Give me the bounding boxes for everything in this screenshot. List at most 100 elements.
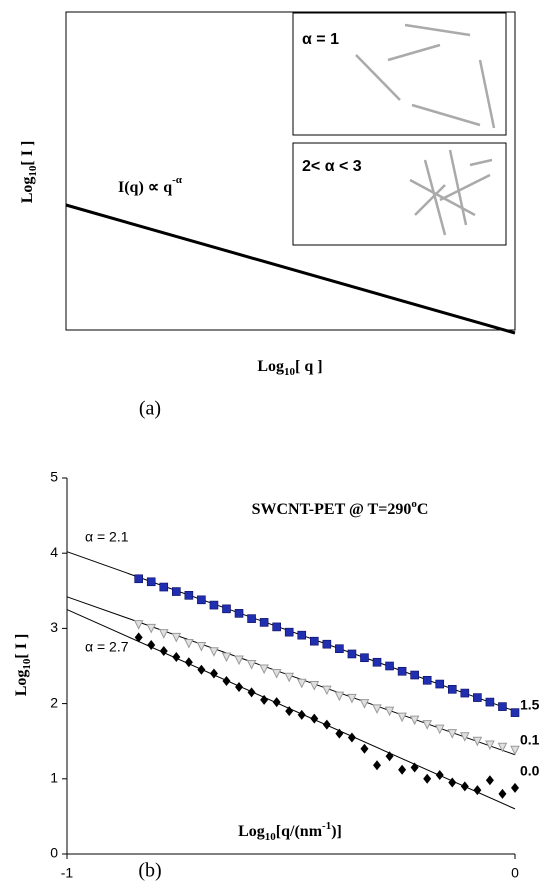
- x-axis-label: Log10[q/(nm-1)]: [238, 820, 342, 843]
- point: [385, 751, 394, 762]
- point: [296, 678, 307, 689]
- point: [510, 708, 520, 717]
- title-part: SWCNT-PET @ T=290: [252, 501, 412, 518]
- point: [373, 760, 382, 771]
- label-sub: 10: [284, 366, 296, 378]
- point: [397, 666, 407, 676]
- point: [259, 664, 269, 675]
- power-law-line: [65, 203, 516, 335]
- shift-label: 0.1: [520, 732, 540, 748]
- point: [272, 697, 281, 708]
- y-tick-label: 4: [50, 544, 58, 560]
- label-sub: 10: [27, 165, 39, 177]
- point: [309, 681, 320, 691]
- point: [423, 773, 432, 784]
- point: [485, 740, 495, 751]
- point: [359, 699, 370, 709]
- point: [209, 668, 218, 679]
- point: [472, 736, 483, 747]
- point: [146, 577, 156, 587]
- label-part: [ I ]: [13, 634, 30, 659]
- label-part: Log: [19, 177, 36, 204]
- point: [184, 591, 194, 600]
- inset-label: 2< α < 3: [302, 158, 362, 175]
- point: [209, 600, 219, 610]
- point: [422, 720, 433, 730]
- x-tick-label: 0: [511, 865, 519, 881]
- point: [447, 685, 457, 694]
- point: [473, 785, 482, 796]
- point: [159, 582, 169, 592]
- point: [511, 782, 519, 793]
- point: [347, 732, 356, 743]
- inset-label: α = 1: [302, 31, 339, 48]
- point: [498, 788, 507, 799]
- annotation-text: I(q) ∝ q: [118, 179, 172, 196]
- point: [284, 672, 295, 683]
- point: [335, 644, 344, 654]
- point: [222, 604, 231, 614]
- point: [184, 638, 194, 649]
- y-axis-label: Log10[ I ]: [13, 634, 33, 697]
- label-part: Log: [238, 823, 265, 840]
- point: [158, 629, 169, 639]
- point: [222, 676, 231, 687]
- chart-title: SWCNT-PET @ T=290oC: [252, 498, 429, 518]
- point: [172, 651, 181, 662]
- point: [372, 704, 382, 714]
- x-axis-label: Log10[ q ]: [257, 358, 322, 378]
- point: [473, 693, 482, 702]
- point: [448, 777, 457, 788]
- point: [146, 623, 157, 634]
- annotation-sup: -α: [172, 174, 183, 186]
- point: [247, 614, 256, 623]
- annotation: α = 2.7: [85, 639, 129, 655]
- point: [234, 655, 244, 666]
- point: [310, 713, 319, 724]
- x-tick-label: -1: [61, 865, 74, 881]
- point: [171, 632, 182, 643]
- point: [322, 719, 331, 730]
- point: [271, 669, 282, 679]
- point: [297, 630, 307, 640]
- point: [284, 627, 294, 637]
- y-axis-label: Log10[ I ]: [19, 141, 39, 204]
- point: [285, 706, 294, 717]
- y-tick-label: 2: [50, 694, 58, 710]
- point: [485, 775, 494, 786]
- title-part: C: [417, 501, 429, 518]
- point: [184, 657, 193, 668]
- label-part: [ q ]: [295, 358, 323, 375]
- inset-box: [292, 12, 507, 136]
- point: [347, 693, 357, 704]
- caption: (a): [139, 398, 161, 420]
- inset-box: [292, 142, 507, 246]
- shift-label: 1.5: [520, 697, 540, 713]
- label-sup: -1: [322, 820, 331, 832]
- point: [235, 682, 244, 693]
- label-part: [ I ]: [19, 141, 36, 166]
- label-sub: 10: [265, 831, 277, 843]
- point: [372, 657, 382, 667]
- label-sub: 10: [21, 658, 33, 670]
- point: [409, 715, 420, 726]
- point: [460, 781, 469, 792]
- point: [172, 587, 181, 596]
- point: [297, 709, 306, 720]
- shift-label: 0.0: [520, 763, 540, 779]
- point: [434, 724, 445, 735]
- point: [247, 687, 256, 698]
- point: [435, 679, 445, 689]
- rod-sketch: [355, 23, 496, 236]
- point: [398, 764, 407, 775]
- point: [497, 742, 508, 753]
- y-tick-label: 0: [50, 845, 58, 861]
- point: [435, 770, 444, 781]
- point: [147, 639, 156, 650]
- point: [360, 743, 369, 754]
- y-tick-label: 1: [50, 770, 58, 786]
- point: [259, 618, 269, 627]
- point: [197, 664, 206, 675]
- title-sup: o: [411, 498, 417, 510]
